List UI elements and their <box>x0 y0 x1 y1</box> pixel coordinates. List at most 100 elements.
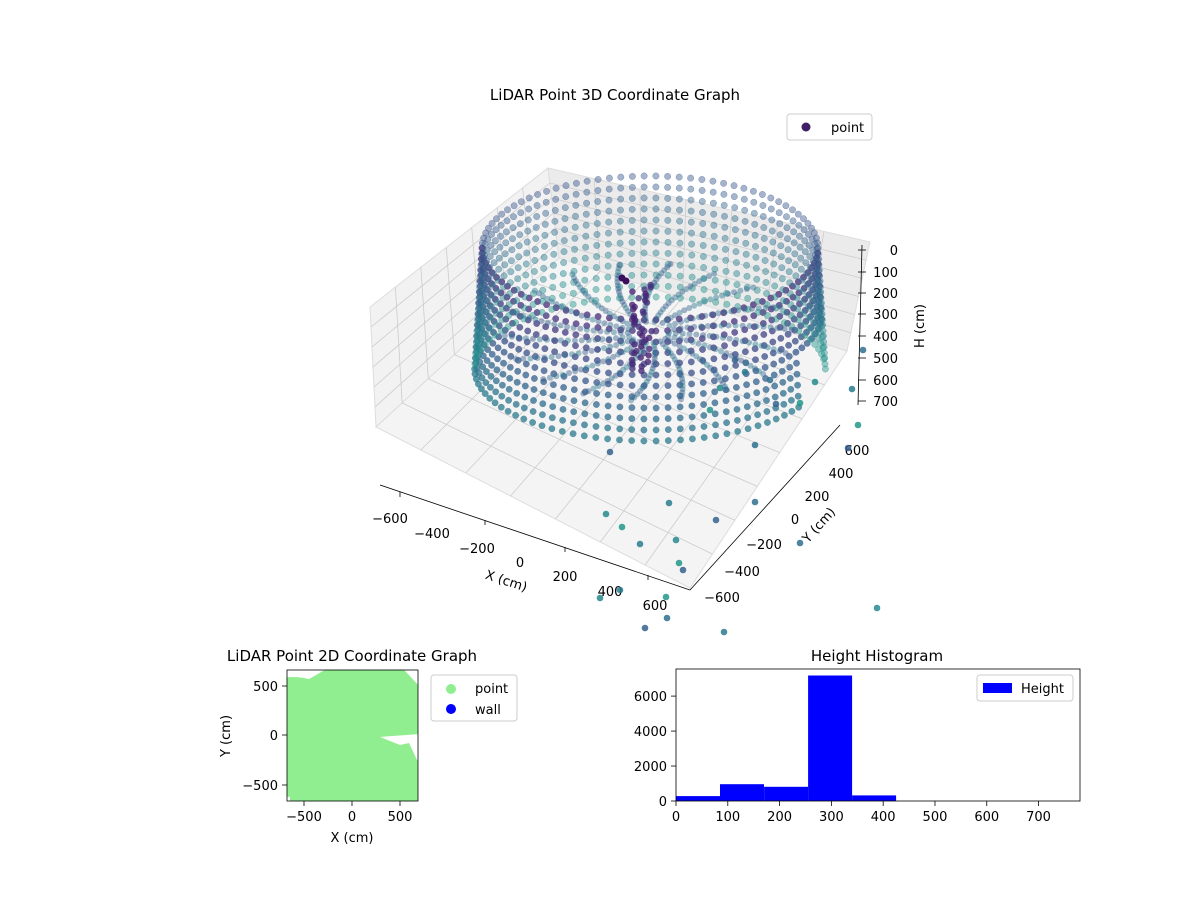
point-3d <box>795 327 803 335</box>
z-tick-label: 200 <box>873 287 898 302</box>
point-3d <box>500 272 508 280</box>
point-3d <box>562 306 570 314</box>
point-3d <box>512 411 520 419</box>
point-3d <box>699 379 707 386</box>
point-3d <box>640 316 648 324</box>
point-3d <box>616 262 623 268</box>
y-tick-label: 0 <box>270 729 278 744</box>
point-3d <box>582 232 590 240</box>
point-3d <box>676 381 684 389</box>
point-3d <box>516 220 524 228</box>
point-3d <box>479 323 487 331</box>
point-3d <box>507 268 515 276</box>
point-3d <box>514 275 522 283</box>
point-3d <box>706 273 712 280</box>
point-3d <box>782 350 789 357</box>
histogram-bar <box>852 795 897 801</box>
point-3d <box>580 298 588 306</box>
point-3d <box>606 335 613 342</box>
point-3d <box>776 323 784 331</box>
point-3d <box>740 184 748 192</box>
point-3d <box>529 408 537 415</box>
point-3d <box>495 254 503 262</box>
point-3d <box>741 348 749 356</box>
point-3d <box>471 365 479 373</box>
point-3d <box>664 205 672 213</box>
legend-2d-point-label: point <box>475 682 508 697</box>
point-3d <box>585 337 592 344</box>
point-3d <box>533 202 541 209</box>
point-3d <box>572 277 579 284</box>
point-3d <box>711 388 719 396</box>
point-3d <box>559 405 567 413</box>
point-3d <box>598 305 605 312</box>
point-3d <box>771 282 779 290</box>
x-tick-label: 200 <box>553 570 578 585</box>
point-3d <box>788 323 796 331</box>
point-3d <box>683 337 690 344</box>
point-3d <box>601 320 608 327</box>
point-3d <box>678 392 685 399</box>
point-3d <box>549 392 557 400</box>
point-3d <box>763 312 771 319</box>
point-3d <box>570 397 578 405</box>
point-3d <box>797 254 805 262</box>
histogram-bar <box>676 796 720 801</box>
point-3d <box>687 325 695 333</box>
point-3d <box>707 344 713 351</box>
point-3d <box>639 332 646 339</box>
point-3d <box>652 183 660 191</box>
point-3d <box>485 274 493 282</box>
point-3d <box>610 329 617 336</box>
point-3d <box>525 194 533 202</box>
point-3d <box>582 243 590 251</box>
point-3d <box>628 437 636 445</box>
point-3d <box>652 260 660 268</box>
point-3d <box>570 408 578 416</box>
point-3d <box>478 334 486 342</box>
point-3d <box>513 297 521 305</box>
point-3d <box>619 318 626 325</box>
point-3d <box>524 327 532 335</box>
point-3d <box>699 346 706 353</box>
point-3d <box>617 315 625 323</box>
point-3d <box>492 320 500 328</box>
grid-line <box>371 197 552 348</box>
point-3d <box>606 310 613 317</box>
point-3d <box>752 253 760 261</box>
point-3d <box>786 374 794 382</box>
histogram-ticks: 0 100 200 300 400 500 600 700 0 2000 4000 6000 <box>634 690 1051 825</box>
point-3d <box>672 312 679 319</box>
point-3d <box>530 386 538 393</box>
point-3d <box>558 303 565 310</box>
point-3d <box>588 347 595 354</box>
point-3d <box>715 374 722 380</box>
point-3d <box>549 381 557 389</box>
point-3d <box>710 232 718 240</box>
point-3d <box>743 403 751 411</box>
point-3d <box>754 308 762 316</box>
point-3d <box>665 300 672 307</box>
point-3d <box>721 212 728 220</box>
point-3d <box>552 195 560 203</box>
point-3d <box>628 183 636 191</box>
point-3d <box>675 337 683 345</box>
point-3d <box>495 265 503 273</box>
point-3d <box>581 410 589 418</box>
point-3d <box>709 311 717 319</box>
point-3d <box>652 426 660 434</box>
point-3d <box>775 198 783 206</box>
point-3d <box>700 359 707 365</box>
point-3d <box>491 248 499 256</box>
point-3d <box>676 370 684 378</box>
point-3d <box>640 437 648 445</box>
point-3d <box>592 423 600 430</box>
point-3d <box>665 499 673 507</box>
point-3d <box>535 290 542 297</box>
point-3d <box>499 294 507 302</box>
point-3d <box>759 320 767 327</box>
point-3d <box>774 325 781 332</box>
point-3d <box>551 337 559 345</box>
point-3d <box>678 396 684 403</box>
point-3d <box>536 336 543 343</box>
